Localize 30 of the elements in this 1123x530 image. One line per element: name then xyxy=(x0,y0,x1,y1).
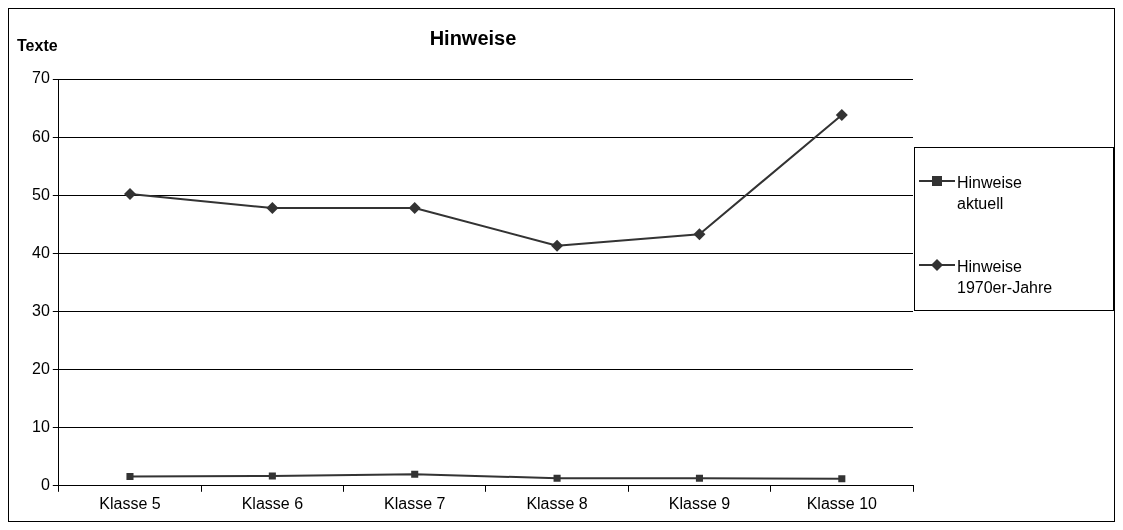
y-tick-label: 40 xyxy=(32,243,50,261)
x-tick-label: Klasse 6 xyxy=(241,494,304,512)
x-tick-label: Klasse 10 xyxy=(806,494,878,512)
y-tick-label: 50 xyxy=(32,185,50,203)
y-tick-label: 60 xyxy=(32,127,50,145)
point xyxy=(693,228,706,241)
point xyxy=(408,202,421,215)
x-tick-label: Klasse 7 xyxy=(384,494,446,512)
point xyxy=(835,109,848,122)
x-tick-label: Klasse 9 xyxy=(668,494,731,512)
legend-label: Hinweise 1970er-Jahre xyxy=(957,257,1054,298)
point xyxy=(268,472,276,480)
y-tick-label: 20 xyxy=(32,359,50,377)
point xyxy=(123,188,136,201)
point xyxy=(551,239,564,252)
point xyxy=(695,474,703,482)
point xyxy=(126,472,134,481)
y-axis-title: Texte xyxy=(17,37,58,55)
x-tick-label: Klasse 8 xyxy=(526,494,588,512)
point xyxy=(553,474,561,482)
chart-title: Hinweise xyxy=(429,26,517,49)
y-tick-label: 70 xyxy=(32,69,50,87)
point xyxy=(266,202,279,215)
y-tick-label: 30 xyxy=(32,301,50,319)
y-tick-label: 0 xyxy=(40,476,50,494)
point xyxy=(411,470,419,478)
point xyxy=(838,475,846,483)
y-tick-label: 10 xyxy=(32,418,50,436)
x-tick-label: Klasse 5 xyxy=(99,494,161,512)
legend-label: Hinweise aktuell xyxy=(957,173,1023,214)
